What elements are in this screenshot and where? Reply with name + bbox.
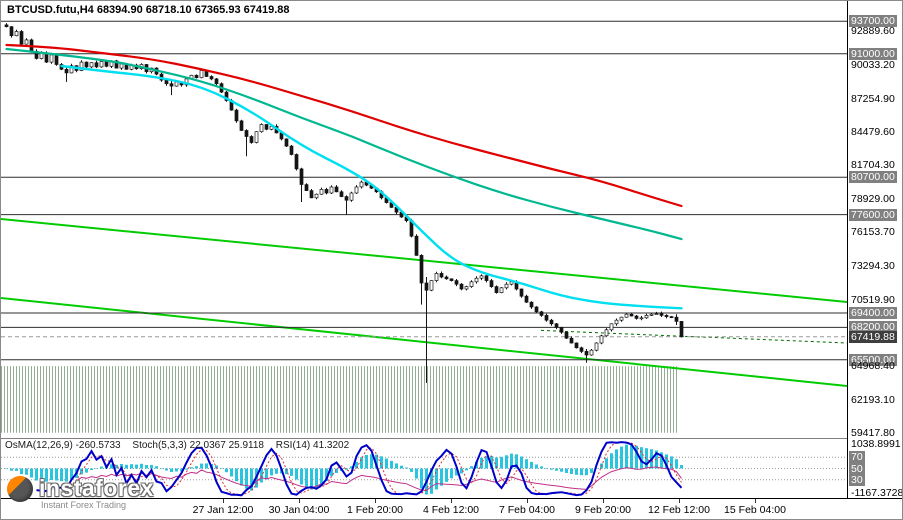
- time-tick: [451, 499, 452, 503]
- price-label: 65500.00: [849, 354, 897, 366]
- price-label: 81704.30: [851, 159, 895, 171]
- price-label: 90033.20: [851, 59, 895, 71]
- time-tick: [527, 499, 528, 503]
- watermark: instaforex Instant Forex Trading: [7, 475, 154, 510]
- indicator-axis-label: -1167.3728: [851, 487, 903, 499]
- indicator-axis-label: 30: [849, 474, 865, 486]
- time-tick: [375, 499, 376, 503]
- rsi-readout: RSI(14) 41.3202: [275, 440, 350, 451]
- price-label: 76153.70: [851, 226, 895, 238]
- time-tick: [679, 499, 680, 503]
- time-label: 27 Jan 12:00: [192, 504, 254, 516]
- price-label: 70519.90: [851, 294, 895, 306]
- osma-readout: OsMA(12,26,9) -260.5733: [5, 440, 121, 451]
- price-label: 68200.00: [849, 321, 897, 333]
- time-tick: [223, 499, 224, 503]
- price-label: 64968.40: [851, 360, 895, 372]
- price-scale[interactable]: 93700.00 92889.60 91000.00 90033.20 87254.90…: [847, 1, 903, 499]
- indicator-axis-label: 1038.8991: [851, 438, 901, 450]
- time-tick: [299, 499, 300, 503]
- price-label: 80700.00: [849, 171, 897, 183]
- time-tick: [755, 499, 756, 503]
- time-label: 15 Feb 04:00: [724, 504, 786, 516]
- stoch-readout: Stoch(5,3,3) 22.0367 25.9118: [132, 440, 264, 451]
- instaforex-logo-icon: [7, 475, 33, 502]
- time-label: 30 Jan 04:00: [268, 504, 330, 516]
- time-label: 4 Feb 12:00: [422, 504, 480, 516]
- price-label: 73294.30: [851, 260, 895, 272]
- time-label: 1 Feb 20:00: [346, 504, 404, 516]
- price-label: 93700.00: [849, 15, 897, 27]
- price-label: 62193.10: [851, 394, 895, 406]
- price-label: 91000.00: [849, 48, 897, 60]
- price-label: 84479.60: [851, 126, 895, 138]
- indicator-header: OsMA(12,26,9) -260.5733 Stoch(5,3,3) 22.…: [5, 440, 358, 451]
- price-label: 59417.80: [851, 427, 895, 439]
- price-label: 87254.90: [851, 93, 895, 105]
- time-label: 12 Feb 12:00: [648, 504, 710, 516]
- indicator-axis-label: 50: [849, 463, 865, 475]
- price-label: 92889.60: [851, 25, 895, 37]
- brand-tagline: Instant Forex Trading: [41, 500, 127, 510]
- time-scale[interactable]: 27 Jan 12:00 30 Jan 04:00 1 Feb 20:00 4 Feb…: [1, 498, 902, 519]
- brand-text: instaforex: [39, 475, 154, 501]
- symbol-info: BTCUSD.futu,H4 68394.90 68718.10 67365.9…: [7, 4, 290, 16]
- price-label: 67419.88: [849, 331, 897, 343]
- price-label: 69400.00: [849, 307, 897, 319]
- price-label: 77600.00: [849, 209, 897, 221]
- time-label: 7 Feb 04:00: [498, 504, 556, 516]
- price-label: 78929.00: [851, 193, 895, 205]
- chart-canvas[interactable]: [1, 1, 847, 498]
- time-label: 9 Feb 20:00: [574, 504, 632, 516]
- indicator-axis-label: 70: [849, 451, 865, 463]
- time-tick: [603, 499, 604, 503]
